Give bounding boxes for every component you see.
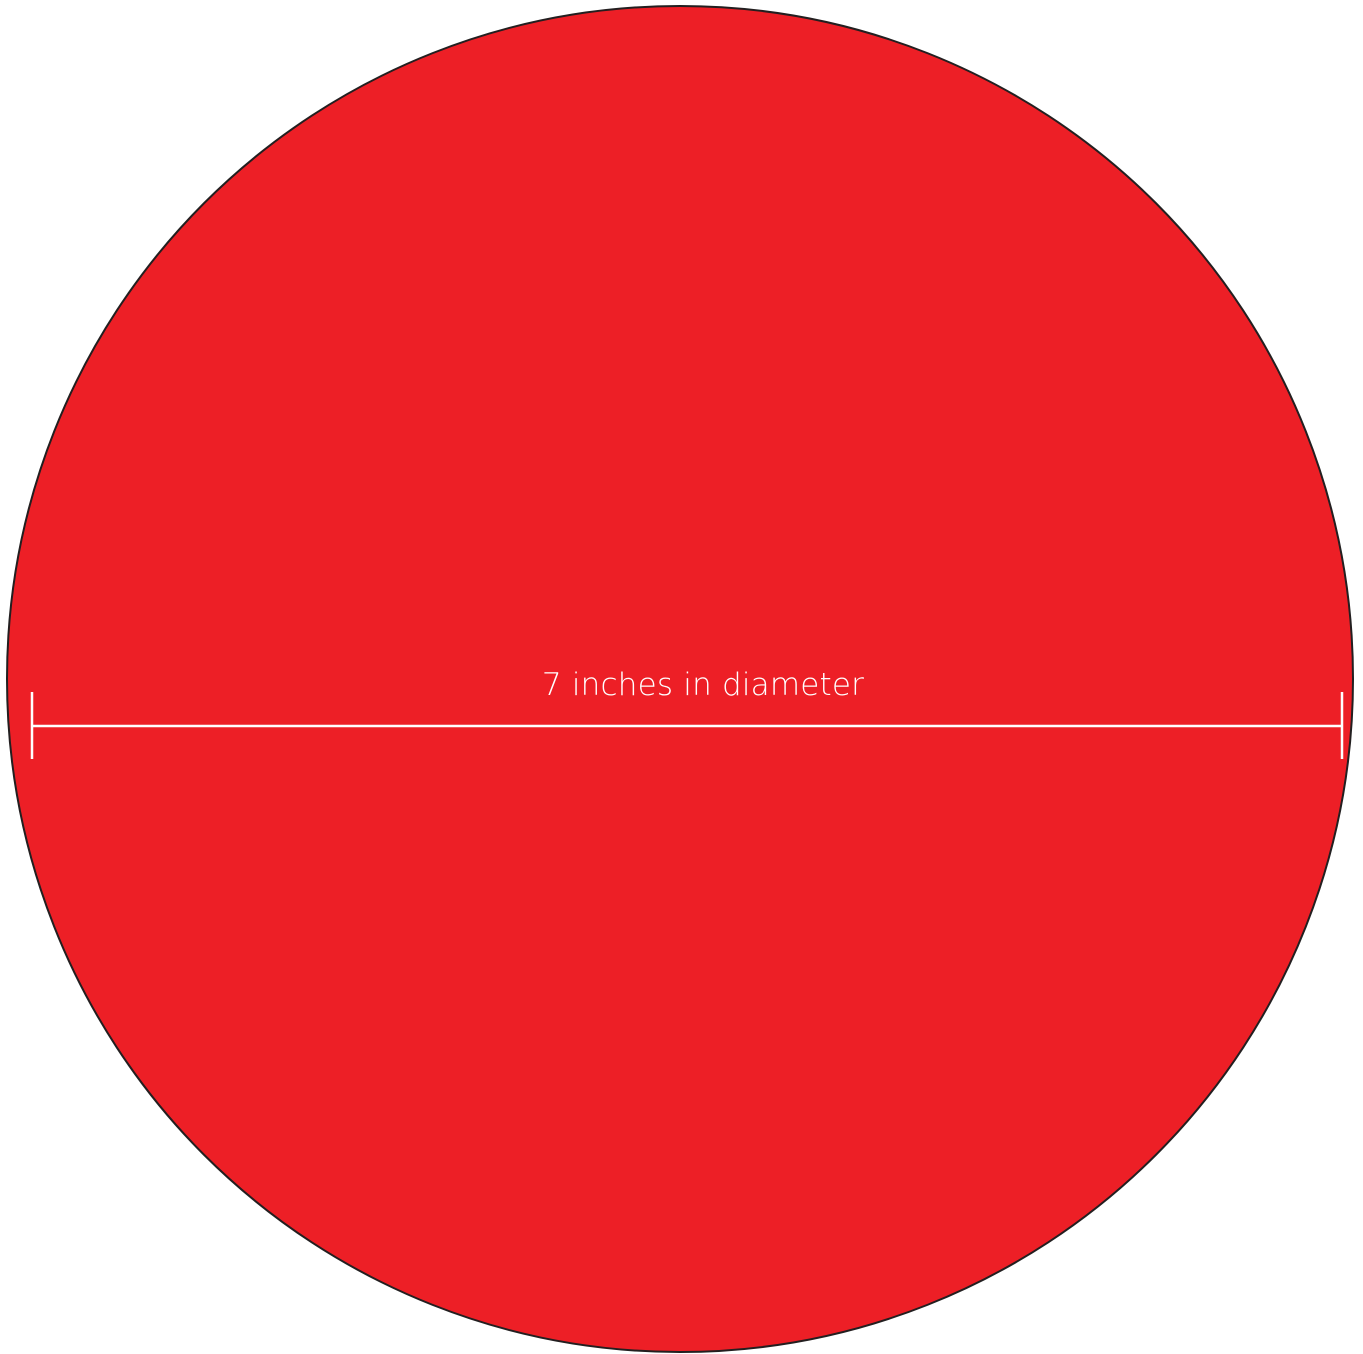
- diameter-label: 7 inches in diameter: [542, 667, 864, 703]
- red-circle: [6, 5, 1354, 1353]
- diameter-measure: [30, 692, 1344, 759]
